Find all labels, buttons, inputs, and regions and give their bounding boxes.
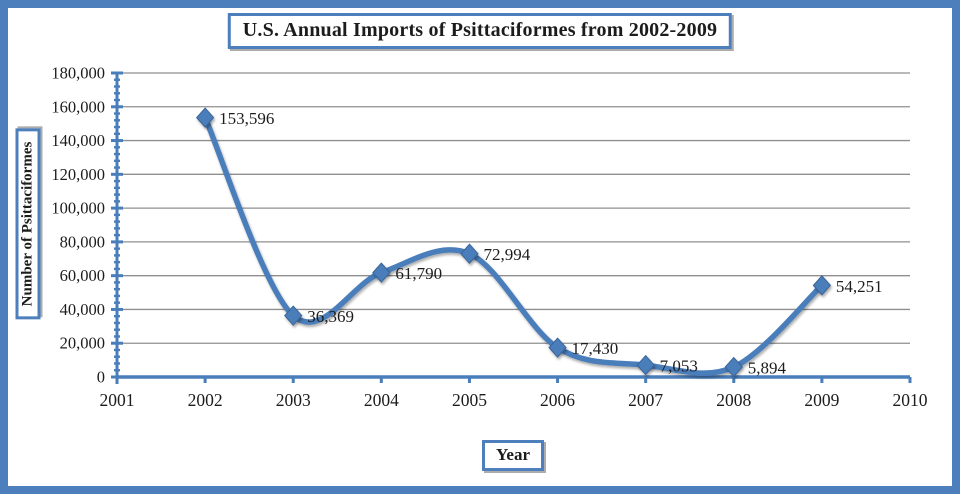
data-label: 17,430: [572, 339, 619, 358]
data-label: 153,596: [219, 109, 274, 128]
y-tick-label: 80,000: [60, 232, 105, 251]
data-point-marker: [548, 337, 567, 358]
y-axis-title-text: Number of Psittaciformes: [19, 141, 36, 307]
data-point-marker: [636, 354, 655, 376]
y-tick-label: 120,000: [51, 165, 105, 184]
y-tick-label: 140,000: [51, 131, 105, 150]
data-point-marker: [724, 356, 743, 378]
x-axis-title-text: Year: [496, 445, 530, 464]
x-tick-label: 2003: [276, 390, 311, 410]
plot-area: 0 20,000 40,000 60,000 80,000 100,000 120,000 1…: [51, 64, 928, 411]
chart-title: U.S. Annual Imports of Psittaciformes fr…: [227, 13, 733, 49]
data-label: 72,994: [483, 245, 530, 264]
x-tick-label: 2004: [364, 390, 399, 410]
data-label: 54,251: [836, 277, 883, 296]
x-tick-label: 2009: [804, 390, 839, 410]
x-tick-label: 2005: [452, 390, 487, 410]
y-tick-label: 160,000: [51, 97, 105, 116]
y-tick-label: 100,000: [51, 199, 105, 218]
x-tick-label: 2006: [540, 390, 575, 410]
data-label: 5,894: [748, 359, 787, 378]
data-point-marker: [812, 275, 832, 296]
x-axis-title: Year: [482, 440, 544, 471]
y-tick-label: 60,000: [60, 266, 105, 285]
x-tick-label: 2007: [628, 390, 663, 410]
data-label: 36,369: [307, 307, 354, 326]
y-axis-title: Number of Psittaciformes: [15, 128, 41, 320]
data-point-marker: [195, 107, 215, 128]
x-tick-label: 2010: [893, 390, 928, 410]
x-tick-label: 2002: [188, 390, 223, 410]
y-tick-label: 180,000: [51, 64, 105, 83]
data-point-marker: [460, 243, 479, 264]
data-point-marker: [372, 262, 391, 283]
y-tick-label: 20,000: [60, 334, 105, 353]
data-label: 61,790: [395, 264, 442, 283]
y-tick-label: 0: [97, 368, 105, 387]
chart-title-text: U.S. Annual Imports of Psittaciformes fr…: [242, 19, 718, 41]
x-tick-label: 2008: [716, 390, 751, 410]
y-tick-label: 40,000: [60, 300, 105, 319]
data-point-marker: [284, 305, 303, 326]
data-label: 7,053: [660, 357, 698, 376]
x-tick-label: 2001: [100, 390, 135, 410]
